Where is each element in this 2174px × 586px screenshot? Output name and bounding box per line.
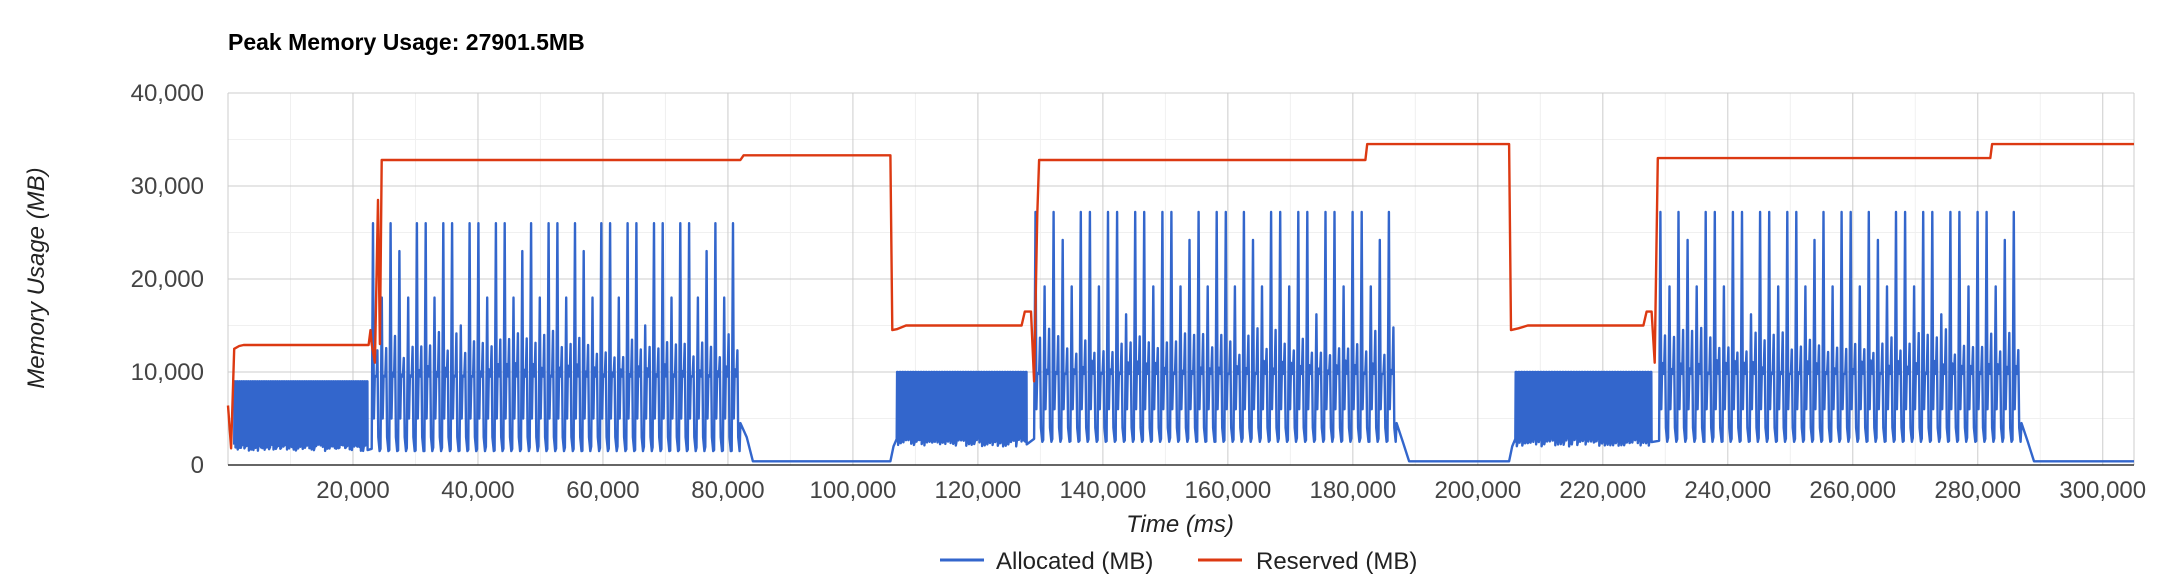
x-axis-title: Time (ms)	[1126, 511, 1234, 538]
x-tick-label: 260,000	[1809, 477, 1896, 504]
y-tick-label: 10,000	[131, 359, 204, 386]
legend-label-allocated: Allocated (MB)	[996, 548, 1153, 575]
y-tick-label: 0	[191, 452, 204, 479]
y-tick-label: 20,000	[131, 266, 204, 293]
series-line-allocated	[233, 210, 2134, 463]
y-axis-ticks: 0 10,000 20,000 30,000 40,000	[131, 80, 204, 479]
series-layer	[226, 142, 2134, 463]
x-tick-label: 200,000	[1434, 477, 1521, 504]
x-tick-label: 20,000	[316, 477, 389, 504]
x-tick-label: 180,000	[1309, 477, 1396, 504]
x-tick-label: 80,000	[691, 477, 764, 504]
y-axis-title: Memory Usage (MB)	[23, 167, 50, 388]
y-tick-label: 40,000	[131, 80, 204, 107]
legend: Allocated (MB) Reserved (MB)	[940, 548, 1417, 575]
x-tick-label: 100,000	[810, 477, 897, 504]
x-axis-ticks: 20,000 40,000 60,000 80,000 100,000 120,000 14…	[316, 477, 2146, 504]
legend-item-allocated[interactable]: Allocated (MB)	[940, 548, 1153, 575]
series-line-reserved	[226, 142, 2134, 450]
legend-item-reserved[interactable]: Reserved (MB)	[1198, 548, 1417, 575]
x-tick-label: 160,000	[1184, 477, 1271, 504]
x-tick-label: 60,000	[566, 477, 639, 504]
legend-label-reserved: Reserved (MB)	[1256, 548, 1417, 575]
x-tick-label: 40,000	[441, 477, 514, 504]
x-tick-label: 220,000	[1559, 477, 1646, 504]
y-tick-label: 30,000	[131, 173, 204, 200]
x-tick-label: 240,000	[1684, 477, 1771, 504]
chart-title: Peak Memory Usage: 27901.5MB	[228, 29, 585, 55]
x-tick-label: 280,000	[1934, 477, 2021, 504]
x-tick-label: 300,000	[2059, 477, 2146, 504]
x-tick-label: 120,000	[935, 477, 1022, 504]
x-tick-label: 140,000	[1060, 477, 1147, 504]
